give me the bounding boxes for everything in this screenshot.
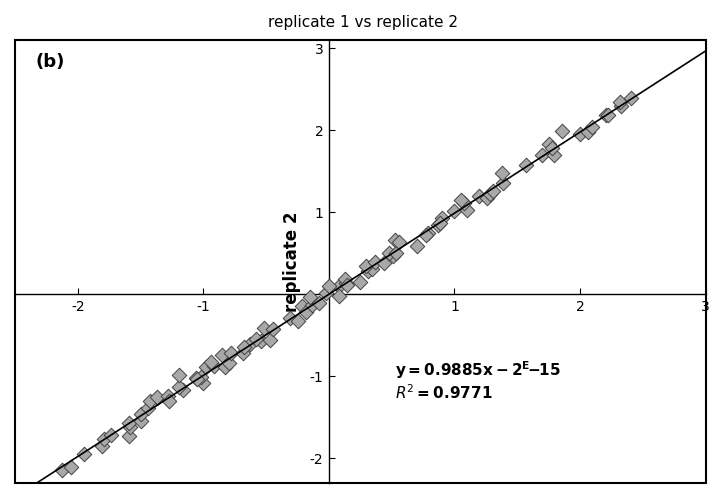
Point — [411, 242, 423, 249]
Point — [360, 261, 372, 269]
Point — [420, 231, 432, 239]
Point — [78, 450, 90, 458]
Point — [136, 417, 147, 425]
Point — [369, 258, 381, 266]
Point — [334, 282, 345, 290]
Point — [616, 103, 627, 111]
Point — [481, 194, 493, 202]
Point — [378, 259, 389, 267]
Point — [458, 199, 470, 207]
Point — [422, 229, 434, 237]
Point — [548, 151, 560, 159]
Point — [600, 112, 612, 120]
Point — [208, 362, 220, 370]
Point — [556, 126, 568, 134]
Point — [196, 378, 208, 386]
Point — [96, 442, 108, 450]
Point — [333, 292, 344, 300]
Point — [152, 394, 163, 402]
Point — [390, 249, 402, 257]
Point — [602, 111, 614, 119]
Point — [219, 363, 231, 371]
Point — [152, 393, 163, 401]
Point — [497, 179, 508, 187]
Text: $\mathbf{y = 0.9885x - 2^E\!\!-\!\!15}$
$\mathit{R}^2\mathbf{= 0.9771}$: $\mathbf{y = 0.9885x - 2^E\!\!-\!\!15}$ … — [395, 359, 560, 402]
Point — [455, 196, 466, 204]
Point — [320, 289, 332, 297]
Point — [205, 359, 217, 367]
Point — [304, 293, 315, 301]
Point — [586, 123, 597, 130]
Point — [341, 281, 353, 289]
Point — [225, 349, 237, 357]
Point — [65, 463, 76, 471]
Point — [306, 301, 318, 309]
Point — [383, 249, 394, 256]
Point — [196, 373, 207, 381]
Point — [173, 383, 185, 391]
Point — [323, 282, 335, 290]
Point — [98, 435, 109, 443]
Point — [394, 238, 405, 246]
Point — [200, 363, 212, 371]
Point — [355, 278, 366, 286]
Point — [244, 340, 256, 348]
Text: (b): (b) — [36, 53, 65, 71]
Bar — [15, 40, 705, 483]
Point — [389, 236, 401, 244]
Point — [223, 360, 235, 368]
Point — [293, 317, 304, 325]
Point — [547, 144, 558, 152]
Point — [164, 397, 175, 405]
Point — [216, 351, 228, 359]
Point — [57, 466, 68, 474]
Point — [484, 190, 496, 198]
Point — [520, 161, 531, 169]
Point — [123, 419, 135, 427]
Point — [314, 299, 326, 307]
Point — [436, 214, 447, 222]
Point — [473, 192, 485, 200]
Point — [387, 252, 399, 260]
Point — [339, 275, 351, 283]
Point — [297, 302, 308, 310]
Point — [625, 94, 637, 102]
Point — [461, 206, 473, 214]
Point — [144, 397, 156, 405]
Point — [125, 423, 136, 431]
Point — [255, 337, 267, 345]
Point — [173, 371, 185, 379]
Point — [434, 219, 446, 227]
Point — [536, 150, 548, 158]
Point — [190, 374, 202, 382]
Point — [284, 314, 296, 322]
Point — [191, 374, 203, 382]
Point — [614, 98, 626, 106]
Point — [162, 392, 174, 400]
Point — [142, 404, 154, 412]
Point — [106, 431, 117, 439]
Point — [362, 267, 374, 275]
Point — [573, 129, 585, 137]
Point — [239, 343, 250, 351]
Point — [267, 326, 278, 334]
Point — [497, 169, 508, 177]
Point — [123, 432, 135, 440]
Point — [258, 324, 270, 332]
Text: replicate 1 vs replicate 2: replicate 1 vs replicate 2 — [268, 15, 457, 30]
Point — [487, 187, 499, 195]
Point — [238, 350, 249, 358]
Point — [367, 265, 378, 273]
Point — [543, 140, 555, 148]
Point — [136, 410, 147, 418]
Point — [264, 336, 276, 344]
Point — [432, 221, 444, 229]
Point — [300, 308, 312, 316]
Point — [583, 127, 594, 135]
Point — [340, 279, 352, 287]
Point — [177, 386, 189, 394]
Point — [250, 335, 262, 343]
Point — [449, 207, 460, 215]
Y-axis label: replicate 2: replicate 2 — [283, 211, 302, 312]
